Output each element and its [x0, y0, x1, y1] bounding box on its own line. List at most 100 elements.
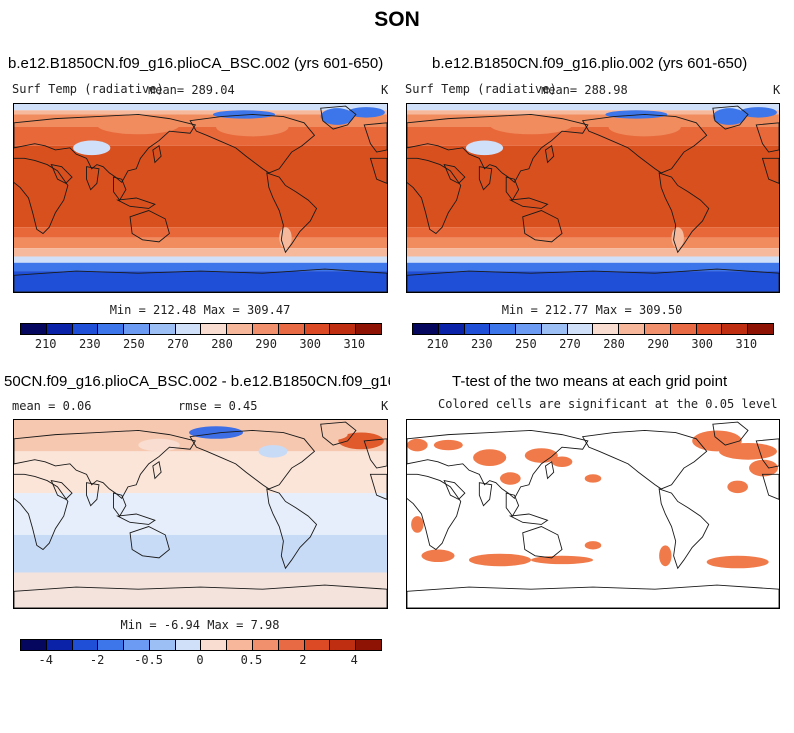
- coastline: [153, 462, 161, 479]
- significant-region: [469, 553, 531, 567]
- significant-region: [524, 448, 558, 463]
- panel-c-minmax: Min = -6.94 Max = 7.98: [120, 618, 280, 632]
- temperature-band: [14, 271, 387, 292]
- significant-region: [749, 459, 778, 477]
- coastline: [113, 177, 154, 208]
- panel-a-colorbar-swatch: [149, 324, 176, 334]
- coastline: [545, 146, 553, 163]
- panel-b-colorbar-swatch: [464, 324, 491, 334]
- greenland-cold-region: [320, 108, 354, 125]
- panel-c-colorbar-swatch: [356, 640, 381, 650]
- panel-a-colorbar-swatch: [201, 324, 228, 334]
- panel-b-colorbar-swatch: [593, 324, 620, 334]
- coastline: [713, 106, 748, 129]
- panel-b-mean: mean= 288.98: [541, 83, 628, 97]
- panel-d-subtitle: Colored cells are significant at the 0.0…: [438, 397, 778, 411]
- temperature-band: [407, 271, 779, 292]
- panel-c-colorbar-swatch: [201, 640, 228, 650]
- coastline: [267, 489, 317, 568]
- significant-region: [407, 438, 428, 452]
- arctic-cold-region: [347, 107, 385, 118]
- coastline: [762, 158, 779, 183]
- coastline: [407, 158, 461, 233]
- panel-a-minmax: Min = 212.48 Max = 309.47: [109, 303, 291, 317]
- coastline: [190, 430, 314, 488]
- panel-c-colorbar-swatch: [304, 640, 331, 650]
- coastline: [370, 474, 387, 499]
- panel-b-colorbar-swatch: [696, 324, 723, 334]
- panel-c-colorbar-tick-label: 2: [299, 653, 307, 667]
- temperature-band: [407, 145, 779, 228]
- significant-region: [421, 549, 455, 563]
- significant-region: [531, 555, 593, 565]
- temperature-band: [407, 256, 779, 263]
- panel-b-colorbar-swatch: [516, 324, 542, 334]
- panel-c-colorbar-swatch: [124, 640, 150, 650]
- significant-region: [584, 541, 602, 550]
- panel-a-colorbar: [20, 323, 382, 335]
- significant-region: [727, 480, 748, 494]
- panel-b-colorbar-swatch: [490, 324, 517, 334]
- panel-b-minmax: Min = 212.77 Max = 309.50: [501, 303, 683, 317]
- coastline: [583, 430, 707, 488]
- coastline: [407, 269, 779, 292]
- temperature-band: [14, 110, 387, 115]
- panel-a-colorbar-tick-label: 250: [123, 337, 145, 351]
- temperature-band: [407, 104, 779, 111]
- panel-a-colorbar-swatch: [98, 324, 125, 334]
- coastline: [113, 493, 154, 524]
- panel-b-colorbar-tick-label: 250: [515, 337, 537, 351]
- strong-cooling-region: [189, 426, 243, 439]
- difference-band: [14, 534, 387, 573]
- coastline: [523, 211, 562, 242]
- panel-b-colorbar-tick-label: 210: [426, 337, 449, 351]
- temperature-band: [14, 262, 387, 272]
- panel-c-units: K: [381, 399, 389, 413]
- panel-c-colorbar-swatch: [149, 640, 176, 650]
- panel-a-colorbar-tick-label: 300: [299, 337, 322, 351]
- coastline: [523, 527, 562, 558]
- warming-region: [138, 438, 180, 452]
- arctic-cold-region: [739, 107, 777, 118]
- significance-background: [407, 420, 779, 608]
- coastline: [14, 430, 195, 498]
- panel-a-colorbar-tick-label: 270: [167, 337, 189, 351]
- panel-a-title: b.e12.B1850CN.f09_g16.plioCA_BSC.002 (yr…: [8, 55, 384, 72]
- panel-b-colorbar: [412, 323, 774, 335]
- coastline: [407, 430, 588, 498]
- panel-a-colorbar-swatch: [46, 324, 73, 334]
- coastline: [444, 481, 492, 506]
- panel-a-colorbar-swatch: [356, 324, 381, 334]
- temperature-band: [407, 126, 779, 146]
- coastline: [659, 489, 709, 568]
- significant-region: [719, 442, 777, 460]
- coastline: [321, 422, 356, 445]
- coastline: [506, 493, 547, 524]
- coastline: [364, 123, 387, 152]
- panel-a-colorbar-swatch: [330, 324, 357, 334]
- panel-a-mean: mean= 289.04: [148, 83, 235, 97]
- panel-b-colorbar-swatch: [541, 324, 568, 334]
- panel-c-colorbar-swatch: [253, 640, 279, 650]
- panel-c-colorbar-swatch: [46, 640, 73, 650]
- cooling-region: [258, 445, 288, 458]
- panel-a-colorbar-tick-label: 310: [343, 337, 366, 351]
- panel-b-title: b.e12.B1850CN.f09_g16.plio.002 (yrs 601-…: [432, 55, 748, 72]
- panel-a-map: [13, 103, 388, 293]
- coastline: [756, 439, 779, 468]
- difference-field: [14, 420, 387, 608]
- panel-a-colorbar-swatch: [227, 324, 254, 334]
- temperature-band: [14, 104, 387, 111]
- temperature-band: [14, 237, 387, 249]
- panel-d-title: T-test of the two means at each grid poi…: [452, 373, 728, 390]
- coastline: [14, 474, 68, 549]
- panel-a-units: K: [381, 83, 389, 97]
- coastline: [130, 527, 169, 558]
- panel-a-variable: Surf Temp (radiative): [12, 82, 164, 96]
- temperature-band: [14, 227, 387, 238]
- panel-b-colorbar-swatch: [645, 324, 671, 334]
- canada-region: [608, 117, 681, 137]
- panel-c-title: 50CN.f09_g16.plioCA_BSC.002 - b.e12.B185…: [4, 373, 390, 390]
- panel-a-colorbar-swatch: [253, 324, 279, 334]
- tibet-cold-region: [73, 140, 111, 156]
